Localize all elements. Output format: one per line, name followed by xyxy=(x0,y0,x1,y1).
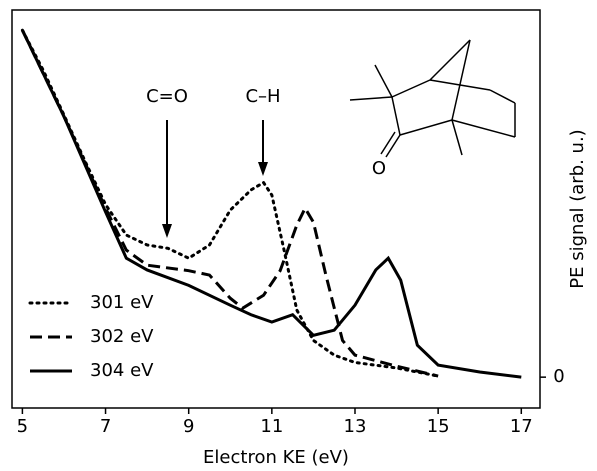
x-tick-label: 17 xyxy=(510,416,533,437)
molecule-structure xyxy=(349,39,516,158)
y-axis-title: PE signal (arb. u.) xyxy=(567,129,588,288)
x-tick-label: 5 xyxy=(17,416,28,437)
annotation: C=O xyxy=(146,86,188,107)
series-line xyxy=(21,29,439,378)
y-tick-label: 0 xyxy=(553,366,564,387)
plot-frame xyxy=(11,9,541,409)
legend-label: 301 eV xyxy=(90,292,154,313)
structure-label: O xyxy=(372,158,386,179)
x-tick-label: 11 xyxy=(260,416,283,437)
x-tick-label: 13 xyxy=(344,416,367,437)
legend-label: 304 eV xyxy=(90,360,154,381)
x-tick-label: 9 xyxy=(183,416,194,437)
annotation: C–H xyxy=(245,86,280,107)
x-axis-title: Electron KE (eV) xyxy=(203,447,349,468)
annotation-arrowhead xyxy=(258,162,268,176)
x-tick-label: 15 xyxy=(427,416,450,437)
x-tick-label: 7 xyxy=(100,416,111,437)
annotation-arrowhead xyxy=(162,224,172,238)
series-line xyxy=(21,29,522,379)
legend-label: 302 eV xyxy=(90,326,154,347)
series-line xyxy=(20,28,440,378)
